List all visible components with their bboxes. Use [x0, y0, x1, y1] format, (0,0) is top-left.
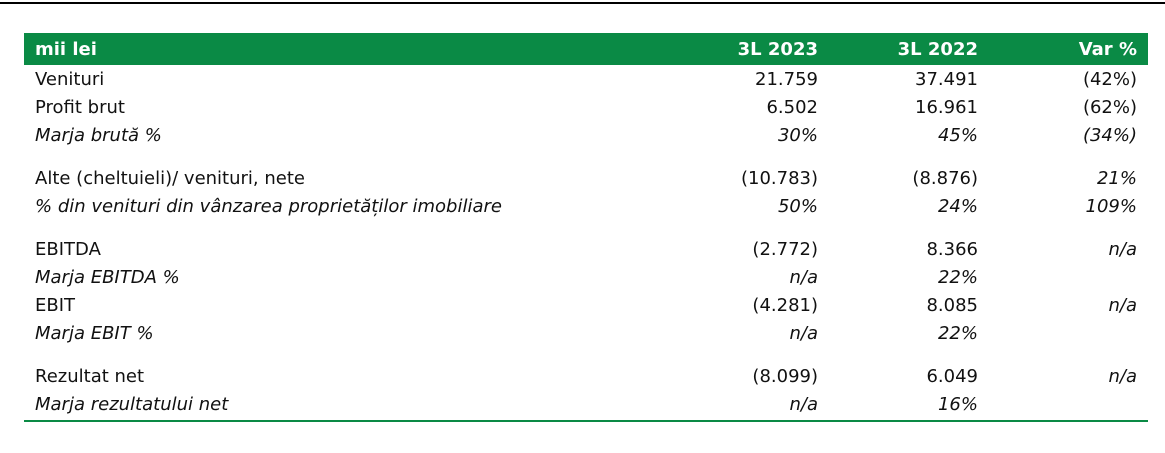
value-var-percent: n/a	[1108, 238, 1137, 260]
table-row: Marja EBITDA % n/a 22%	[24, 263, 1148, 291]
value-3l-2022: 6.049	[926, 365, 978, 387]
table-row: Marja brută % 30% 45% (34%)	[24, 121, 1148, 149]
group-spacer	[24, 220, 1148, 235]
value-3l-2022: 16.961	[915, 96, 978, 118]
row-label: Profit brut	[35, 96, 125, 118]
value-var-percent: 109%	[1085, 195, 1137, 217]
table-row: Venituri 21.759 37.491 (42%)	[24, 65, 1148, 93]
value-var-percent: (34%)	[1082, 124, 1137, 146]
value-3l-2023: (8.099)	[752, 365, 818, 387]
value-3l-2023: 50%	[777, 195, 818, 217]
value-var-percent: (62%)	[1082, 96, 1137, 118]
table-row: Alte (cheltuieli)/ venituri, nete (10.783…	[24, 164, 1148, 192]
value-3l-2023: (10.783)	[740, 167, 818, 189]
table-row: Rezultat net (8.099) 6.049 n/a	[24, 362, 1148, 390]
value-var-percent: (42%)	[1082, 68, 1137, 90]
row-label: % din venituri din vânzarea proprietățil…	[35, 195, 502, 217]
row-label: EBITDA	[35, 238, 101, 260]
value-3l-2023: (2.772)	[752, 238, 818, 260]
value-3l-2023: 21.759	[755, 68, 818, 90]
row-label: Marja rezultatului net	[35, 393, 229, 415]
value-3l-2022: 8.085	[926, 294, 978, 316]
value-3l-2023: (4.281)	[752, 294, 818, 316]
value-3l-2022: 24%	[937, 195, 978, 217]
value-3l-2023: n/a	[789, 393, 818, 415]
table-row: EBITDA (2.772) 8.366 n/a	[24, 235, 1148, 263]
header-var-percent: Var %	[1078, 38, 1137, 60]
value-3l-2022: 8.366	[926, 238, 978, 260]
row-label: Marja brută %	[35, 124, 162, 146]
value-var-percent: 21%	[1096, 167, 1137, 189]
value-var-percent: n/a	[1108, 294, 1137, 316]
value-3l-2023: n/a	[789, 322, 818, 344]
value-var-percent: n/a	[1108, 365, 1137, 387]
table-row: Marja rezultatului net n/a 16%	[24, 390, 1148, 418]
value-3l-2022: 45%	[937, 124, 978, 146]
row-label: Marja EBIT %	[35, 322, 154, 344]
value-3l-2022: 37.491	[915, 68, 978, 90]
value-3l-2022: 22%	[937, 266, 978, 288]
value-3l-2022: 22%	[937, 322, 978, 344]
top-rule	[0, 2, 1165, 4]
value-3l-2022: (8.876)	[912, 167, 978, 189]
header-3l-2022: 3L 2022	[897, 38, 978, 60]
table-row: % din venituri din vânzarea proprietățil…	[24, 192, 1148, 220]
value-3l-2023: n/a	[789, 266, 818, 288]
row-label: EBIT	[35, 294, 76, 316]
table-body: Venituri 21.759 37.491 (42%) Profit brut 6.50…	[24, 65, 1148, 418]
value-3l-2023: 6.502	[766, 96, 818, 118]
table-row: Profit brut 6.502 16.961 (62%)	[24, 93, 1148, 121]
header-3l-2023: 3L 2023	[737, 38, 818, 60]
value-3l-2022: 16%	[937, 393, 978, 415]
row-label: Alte (cheltuieli)/ venituri, nete	[35, 167, 305, 189]
value-3l-2023: 30%	[777, 124, 818, 146]
row-label: Venituri	[35, 68, 105, 90]
bottom-rule	[24, 420, 1148, 422]
group-spacer	[24, 347, 1148, 362]
financial-table: mii lei 3L 2023 3L 2022 Var % Venituri 21…	[24, 33, 1148, 422]
table-header-row: mii lei 3L 2023 3L 2022 Var %	[24, 33, 1148, 65]
table-row: EBIT (4.281) 8.085 n/a	[24, 291, 1148, 319]
header-unit-label: mii lei	[35, 38, 97, 60]
row-label: Rezultat net	[35, 365, 145, 387]
row-label: Marja EBITDA %	[35, 266, 180, 288]
group-spacer	[24, 149, 1148, 164]
table-row: Marja EBIT % n/a 22%	[24, 319, 1148, 347]
